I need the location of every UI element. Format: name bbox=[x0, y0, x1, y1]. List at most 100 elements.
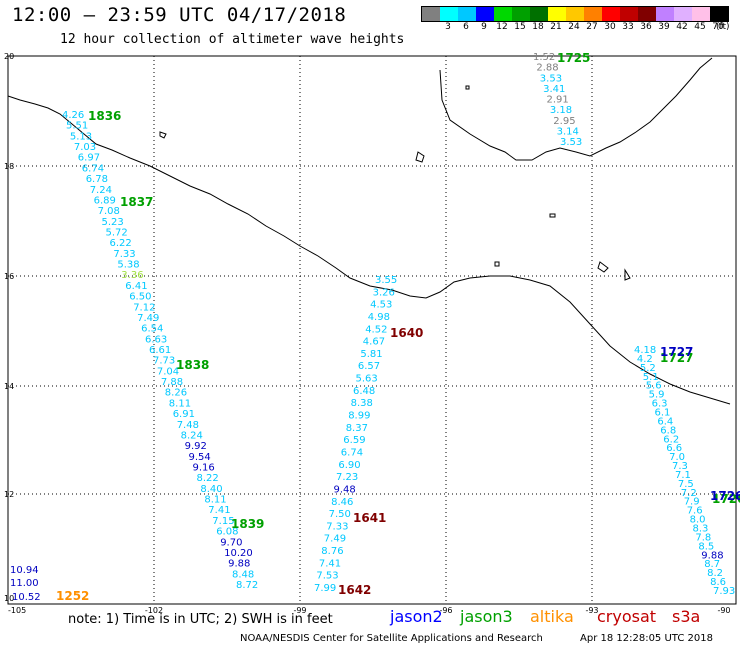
wave-height-value: 8.6 bbox=[710, 577, 726, 588]
color-label-7: 24 bbox=[568, 22, 580, 32]
color-label-4: 15 bbox=[514, 22, 526, 32]
wave-height-value: 2.91 bbox=[547, 95, 569, 106]
lon-label: -99 bbox=[293, 606, 306, 615]
wave-height-value: 6.2 bbox=[663, 434, 679, 445]
wave-height-value: 8.24 bbox=[181, 431, 203, 442]
pass-time-label: 1725 bbox=[557, 51, 590, 65]
wave-height-value: 6.59 bbox=[343, 435, 365, 446]
wave-height-value: 7.49 bbox=[324, 534, 346, 545]
pass-time-label: 1727 bbox=[660, 351, 693, 365]
wave-height-value: 9.70 bbox=[220, 537, 242, 548]
pass-time-label-jason2: 1726 bbox=[710, 489, 740, 503]
wave-height-value: 7.5 bbox=[678, 479, 694, 490]
wave-height-value: 7.49 bbox=[137, 313, 159, 324]
wave-height-value: 7.24 bbox=[90, 185, 112, 196]
color-label-14: 45 bbox=[694, 22, 706, 32]
legend-jason3: jason3 bbox=[460, 607, 513, 626]
wave-height-value: 7.8 bbox=[695, 532, 711, 543]
wave-height-value: 6.74 bbox=[341, 448, 363, 459]
wave-height-value: 6.54 bbox=[141, 324, 163, 335]
pass-time-label: 1642 bbox=[338, 583, 371, 597]
wave-height-value: 7.93 bbox=[713, 586, 735, 597]
wave-height-value: 10.20 bbox=[224, 548, 253, 559]
pass-time-label: 1836 bbox=[88, 109, 121, 123]
lon-label: -96 bbox=[439, 606, 452, 615]
wave-height-value: 3.18 bbox=[550, 105, 572, 116]
color-label-6: 21 bbox=[550, 22, 562, 32]
wave-height-value: 7.48 bbox=[177, 420, 199, 431]
wave-height-value: 4.18 bbox=[634, 345, 656, 356]
legend-jason2: jason2 bbox=[390, 607, 443, 626]
wave-height-value: 3.14 bbox=[557, 126, 579, 137]
wave-height-value: 8.0 bbox=[690, 515, 706, 526]
wave-height-value: 6.90 bbox=[338, 460, 360, 471]
wave-height-value: 8.72 bbox=[236, 580, 258, 591]
wave-height-value: 9.88 bbox=[228, 559, 250, 570]
wave-height-value: 5.72 bbox=[106, 228, 128, 239]
wave-height-value: 7.08 bbox=[98, 206, 120, 217]
wave-height-value: 8.99 bbox=[348, 411, 370, 422]
wave-height-value: 5.9 bbox=[649, 390, 665, 401]
wave-height-value: 5.2 bbox=[640, 363, 656, 374]
page-title: 12:00 – 23:59 UTC 04/17/2018 bbox=[12, 4, 347, 26]
color-label-0: 3 bbox=[445, 22, 451, 32]
wave-height-value: 6.1 bbox=[655, 408, 671, 419]
wave-height-value: 7.0 bbox=[669, 452, 685, 463]
color-label-11: 36 bbox=[640, 22, 652, 32]
wave-height-value: 3.26 bbox=[373, 287, 395, 298]
wave-height-value: 7.03 bbox=[74, 142, 96, 153]
color-label-8: 27 bbox=[586, 22, 598, 32]
color-label-9: 30 bbox=[604, 22, 616, 32]
color-swatch-6 bbox=[530, 7, 548, 21]
wave-height-value: 7.2 bbox=[681, 488, 697, 499]
wave-height-value: 7.33 bbox=[113, 249, 135, 260]
wave-height-value: 3.53 bbox=[560, 137, 582, 148]
color-label-13: 42 bbox=[676, 22, 688, 32]
wave-height-value: 5.6 bbox=[646, 381, 662, 392]
wave-height-value: 9.54 bbox=[189, 452, 211, 463]
color-swatch-7 bbox=[548, 7, 566, 21]
color-swatch-1 bbox=[440, 7, 458, 21]
altika-time-label: 1252 bbox=[56, 589, 89, 603]
wave-height-value: 6.48 bbox=[353, 386, 375, 397]
color-swatch-3 bbox=[476, 7, 494, 21]
wave-height-value: 4.52 bbox=[365, 324, 387, 335]
wave-height-value: 8.37 bbox=[346, 423, 368, 434]
wave-height-value: 5.13 bbox=[70, 131, 92, 142]
wave-height-value: 8.11 bbox=[204, 495, 226, 506]
wave-height-value: 9.16 bbox=[193, 463, 215, 474]
wave-height-value: 9.88 bbox=[701, 550, 723, 561]
wave-height-value: 8.2 bbox=[707, 568, 723, 579]
wave-height-value: 3.36 bbox=[121, 270, 143, 281]
wave-height-value: 8.11 bbox=[169, 398, 191, 409]
color-swatch-10 bbox=[602, 7, 620, 21]
wave-height-value: 3.53 bbox=[540, 73, 562, 84]
pass-time-label: 1839 bbox=[231, 517, 264, 531]
footnote: note: 1) Time is in UTC; 2) SWH is in fe… bbox=[68, 612, 333, 627]
wave-height-value: 7.53 bbox=[316, 571, 338, 582]
color-swatch-15 bbox=[692, 7, 710, 21]
wave-height-value: 4.67 bbox=[363, 337, 385, 348]
map-grid bbox=[8, 56, 736, 604]
wave-height-value: 7.41 bbox=[319, 558, 341, 569]
wave-height-value: 2.95 bbox=[553, 116, 575, 127]
legend-s3a: s3a bbox=[672, 607, 701, 626]
wave-height-value: 8.22 bbox=[197, 473, 219, 484]
wave-height-value: 5.1 bbox=[643, 372, 659, 383]
color-label-5: 18 bbox=[532, 22, 544, 32]
wave-height-value: 8.38 bbox=[351, 398, 373, 409]
color-swatch-12 bbox=[638, 7, 656, 21]
corner-wave-value: 10.94 bbox=[10, 565, 39, 576]
wave-height-value: 8.46 bbox=[331, 497, 353, 508]
corner-wave-value: 10.52 bbox=[12, 592, 41, 603]
pass-time-label: 1838 bbox=[176, 358, 209, 372]
wave-height-value: 6.97 bbox=[78, 153, 100, 164]
wave-height-value: 8.76 bbox=[321, 546, 343, 557]
axis-labels: -105 -102 -99 -96 -93 -90 20 18 16 14 12 10 bbox=[4, 52, 731, 615]
color-label-10: 33 bbox=[622, 22, 634, 32]
color-scale-labels: 3 6 9 12 15 18 21 24 27 30 33 36 39 42 45 70 bbox=[421, 22, 727, 32]
lon-label: -93 bbox=[585, 606, 598, 615]
coastline-gulf bbox=[439, 57, 713, 161]
wave-height-value: 7.15 bbox=[212, 516, 234, 527]
pass-time-label-jason2: 1727 bbox=[660, 345, 693, 359]
